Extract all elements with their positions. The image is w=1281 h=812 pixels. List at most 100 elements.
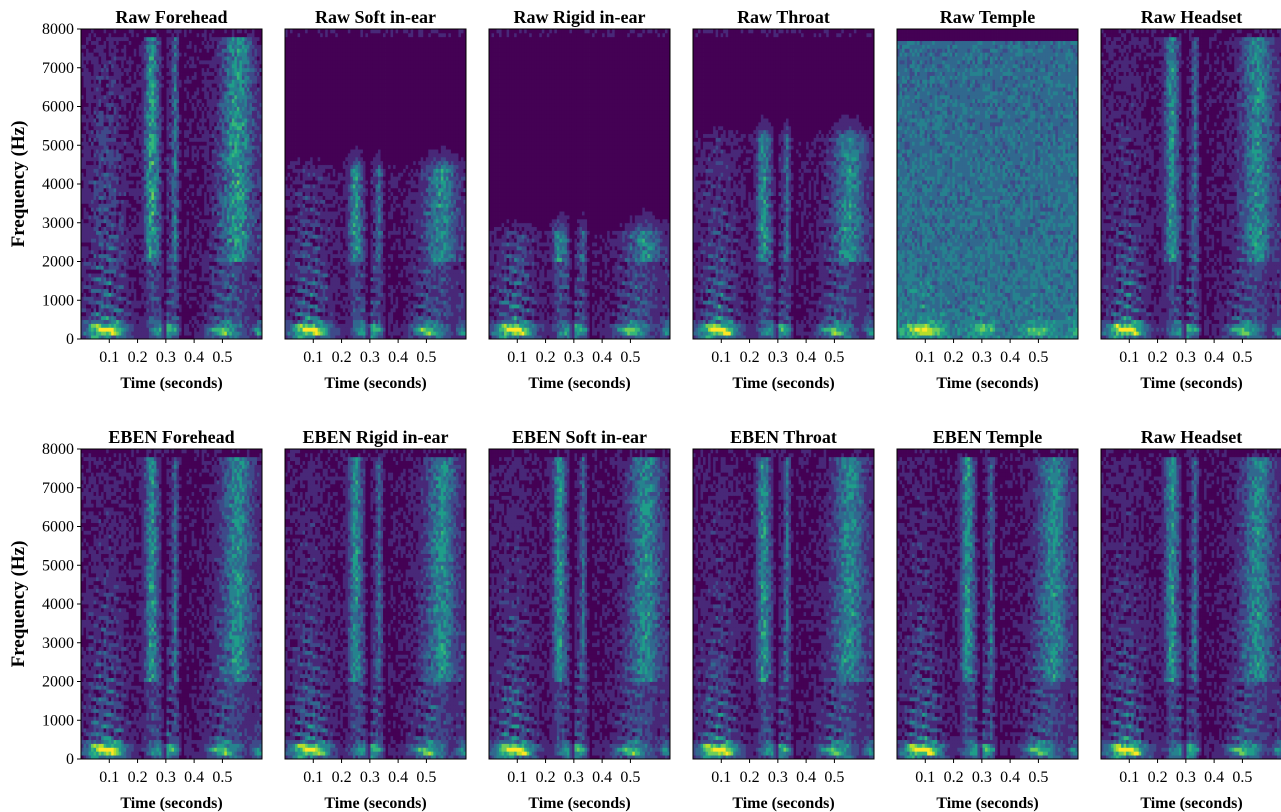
heatmap-cell bbox=[91, 110, 94, 114]
heatmap-cell bbox=[84, 130, 87, 134]
heatmap-cell bbox=[84, 138, 87, 142]
heatmap-cell bbox=[91, 41, 94, 45]
heatmap-cell bbox=[91, 172, 94, 176]
heatmap-cell bbox=[89, 45, 92, 49]
heatmap-cell bbox=[84, 219, 87, 223]
heatmap-cell bbox=[86, 223, 89, 227]
heatmap-cell bbox=[94, 324, 97, 328]
heatmap-cell bbox=[94, 145, 97, 149]
heatmap-cell bbox=[84, 300, 87, 304]
heatmap-cell bbox=[89, 304, 92, 308]
heatmap-cell bbox=[84, 316, 87, 320]
heatmap-cell bbox=[94, 207, 97, 211]
heatmap-cell bbox=[89, 250, 92, 254]
heatmap-cell bbox=[89, 33, 92, 37]
heatmap-cell bbox=[94, 316, 97, 320]
heatmap-cell bbox=[89, 157, 92, 161]
heatmap-cell bbox=[86, 134, 89, 138]
heatmap-cell bbox=[84, 265, 87, 269]
heatmap-cell bbox=[89, 130, 92, 134]
heatmap-cell bbox=[94, 296, 97, 300]
heatmap-cell bbox=[91, 118, 94, 122]
heatmap-cell bbox=[91, 165, 94, 169]
heatmap-cell bbox=[89, 203, 92, 207]
heatmap-cell bbox=[89, 219, 92, 223]
heatmap-cell bbox=[84, 192, 87, 196]
heatmap-cell bbox=[84, 118, 87, 122]
heatmap-cell bbox=[86, 320, 89, 324]
heatmap-cell bbox=[89, 149, 92, 153]
heatmap-cell bbox=[86, 211, 89, 215]
heatmap-cell bbox=[89, 41, 92, 45]
heatmap-cell bbox=[91, 87, 94, 91]
heatmap-cell bbox=[86, 99, 89, 103]
heatmap-cell bbox=[84, 45, 87, 49]
heatmap-cell bbox=[86, 165, 89, 169]
heatmap-cell bbox=[89, 126, 92, 130]
heatmap-cell bbox=[94, 289, 97, 293]
heatmap-cell bbox=[94, 114, 97, 118]
heatmap-cell bbox=[91, 99, 94, 103]
heatmap-cell bbox=[91, 269, 94, 273]
heatmap-cell bbox=[86, 114, 89, 118]
heatmap-cell bbox=[91, 83, 94, 87]
heatmap-cell bbox=[84, 172, 87, 176]
heatmap-cell bbox=[91, 188, 94, 192]
heatmap-cell bbox=[89, 331, 92, 335]
heatmap-cell bbox=[91, 320, 94, 324]
heatmap-cell bbox=[86, 293, 89, 297]
heatmap-cell bbox=[84, 56, 87, 60]
heatmap-cell bbox=[84, 37, 87, 41]
heatmap-cell bbox=[89, 83, 92, 87]
heatmap-cell bbox=[89, 68, 92, 72]
heatmap-cell bbox=[89, 172, 92, 176]
heatmap-cell bbox=[84, 161, 87, 165]
heatmap-cell bbox=[86, 122, 89, 126]
heatmap-cell bbox=[86, 118, 89, 122]
heatmap-cell bbox=[84, 110, 87, 114]
heatmap-cell bbox=[86, 300, 89, 304]
heatmap-cell bbox=[84, 273, 87, 277]
heatmap-cell bbox=[91, 107, 94, 111]
heatmap-cell bbox=[86, 79, 89, 83]
heatmap-cell bbox=[91, 176, 94, 180]
heatmap-cell bbox=[91, 219, 94, 223]
heatmap-cell bbox=[94, 293, 97, 297]
heatmap-cell bbox=[91, 223, 94, 227]
heatmap-cell bbox=[86, 327, 89, 331]
heatmap-cell bbox=[89, 29, 92, 33]
heatmap-cell bbox=[86, 180, 89, 184]
spectrogram-heatmap bbox=[81, 29, 262, 339]
heatmap-cell bbox=[89, 110, 92, 114]
heatmap-cell bbox=[91, 327, 94, 331]
heatmap-cell bbox=[89, 188, 92, 192]
heatmap-cell bbox=[91, 95, 94, 99]
heatmap-cell bbox=[89, 141, 92, 145]
heatmap-cell bbox=[84, 246, 87, 250]
heatmap-cell bbox=[89, 246, 92, 250]
heatmap-cell bbox=[84, 203, 87, 207]
heatmap-cell bbox=[94, 141, 97, 145]
heatmap-cell bbox=[86, 176, 89, 180]
heatmap-cell bbox=[94, 211, 97, 215]
heatmap-cell bbox=[84, 33, 87, 37]
heatmap-cell bbox=[86, 316, 89, 320]
heatmap-cell bbox=[86, 269, 89, 273]
heatmap-cell bbox=[91, 316, 94, 320]
heatmap-cell bbox=[86, 149, 89, 153]
heatmap-cell bbox=[84, 324, 87, 328]
heatmap-cell bbox=[84, 122, 87, 126]
heatmap-cell bbox=[84, 48, 87, 52]
heatmap-cell bbox=[91, 234, 94, 238]
heatmap-cell bbox=[89, 231, 92, 235]
heatmap-cell bbox=[89, 265, 92, 269]
heatmap-cell bbox=[94, 277, 97, 281]
heatmap-cell bbox=[84, 114, 87, 118]
heatmap-cell bbox=[94, 273, 97, 277]
heatmap-cell bbox=[91, 215, 94, 219]
heatmap-cell bbox=[86, 192, 89, 196]
heatmap-cell bbox=[89, 238, 92, 242]
heatmap-cell bbox=[84, 320, 87, 324]
heatmap-cell bbox=[89, 192, 92, 196]
heatmap-cell bbox=[91, 79, 94, 83]
